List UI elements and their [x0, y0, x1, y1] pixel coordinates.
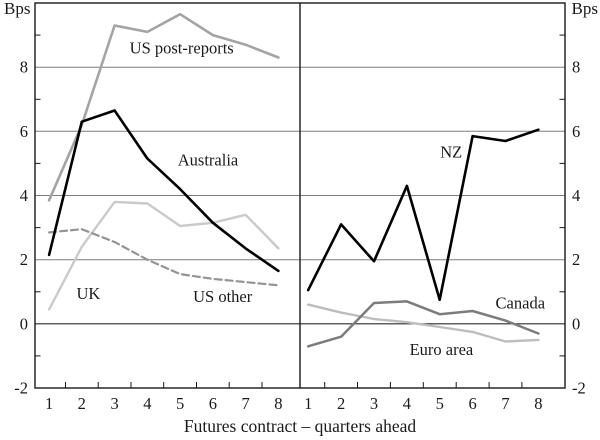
series-label-uk: UK [76, 284, 100, 303]
x-tick-label-right-3: 3 [370, 394, 378, 413]
y-tick-label-left-2: 2 [20, 250, 28, 269]
series-label-nz: NZ [440, 143, 462, 162]
y-tick-label-right-8: 8 [572, 58, 580, 77]
x-tick-label-right-4: 4 [403, 394, 411, 413]
x-tick-label-left-5: 5 [176, 394, 184, 413]
y-tick-label-left--2: -2 [14, 379, 28, 398]
line-euro-area [307, 303, 540, 343]
line-us-post-reports [47, 12, 280, 202]
series-label-australia: Australia [178, 151, 239, 170]
series-label-canada: Canada [496, 294, 546, 313]
line-australia [47, 109, 280, 273]
series-label-us-other: US other [193, 287, 253, 306]
x-axis-title: Futures contract – quarters ahead [183, 416, 417, 436]
y-tick-label-right-4: 4 [572, 186, 580, 205]
x-tick-label-left-4: 4 [143, 394, 151, 413]
y-tick-label-right-6: 6 [572, 122, 580, 141]
x-tick-label-left-1: 1 [45, 394, 53, 413]
y-axis-unit-left: Bps [4, 0, 31, 18]
y-tick-label-left-6: 6 [20, 122, 28, 141]
series-label-euro-area: Euro area [410, 340, 474, 359]
y-tick-label-right-2: 2 [572, 250, 580, 269]
y-tick-label-left-8: 8 [20, 58, 28, 77]
x-tick-label-left-2: 2 [78, 394, 86, 413]
y-axis-unit-right: Bps [571, 0, 598, 18]
x-tick-label-left-8: 8 [274, 394, 282, 413]
series-label-us-post-reports: US post-reports [130, 38, 234, 57]
x-tick-label-right-8: 8 [534, 394, 542, 413]
y-tick-label-right-0: 0 [572, 314, 580, 333]
x-tick-label-right-6: 6 [468, 394, 476, 413]
x-tick-label-right-7: 7 [501, 394, 509, 413]
x-tick-label-left-3: 3 [110, 394, 118, 413]
x-tick-label-right-1: 1 [304, 394, 312, 413]
y-tick-label-left-0: 0 [20, 314, 28, 333]
line-canada [306, 300, 540, 348]
x-tick-label-right-5: 5 [436, 394, 444, 413]
line-uk [47, 200, 280, 311]
line-us-other [47, 228, 280, 287]
y-tick-label-right--2: -2 [572, 379, 586, 398]
y-tick-label-left-4: 4 [20, 186, 28, 205]
x-tick-label-left-7: 7 [241, 394, 249, 413]
x-tick-label-left-6: 6 [209, 394, 217, 413]
x-tick-label-right-2: 2 [337, 394, 345, 413]
line-nz [306, 128, 540, 302]
